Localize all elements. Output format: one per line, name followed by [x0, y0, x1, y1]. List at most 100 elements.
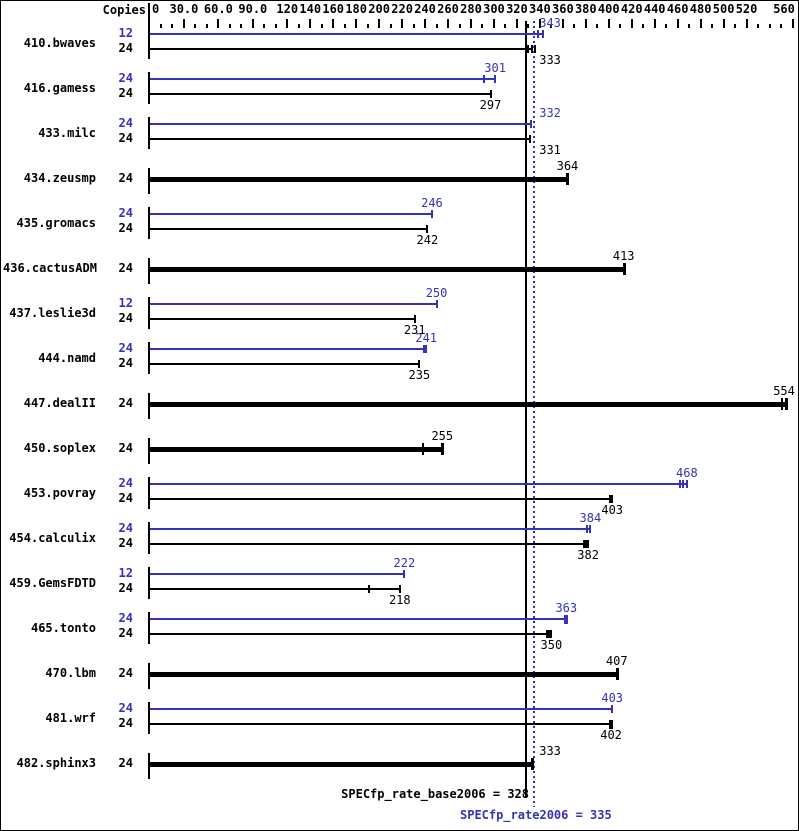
copies-value: 24 [118, 396, 133, 410]
value-label: 554 [773, 384, 795, 398]
benchmark-axis-segment [148, 702, 150, 734]
benchmark-label: 447.dealII [23, 396, 96, 410]
value-label: 364 [556, 159, 579, 173]
value-label: 402 [600, 728, 622, 742]
copies-value: 12 [118, 26, 133, 40]
result-bar [150, 48, 532, 50]
x-axis-tick-label: 360 [552, 2, 574, 16]
value-label: 468 [676, 466, 698, 480]
bar-end-tick [430, 210, 433, 218]
x-axis-major-tick [217, 19, 220, 28]
bar-end-tick [435, 300, 438, 308]
x-axis-minor-tick [504, 24, 507, 28]
bar-end-cap [615, 668, 619, 680]
spread-tick [682, 480, 685, 488]
copies-value: 24 [118, 491, 133, 505]
spread-tick [582, 540, 585, 548]
benchmark-label: 437.leslie3d [9, 306, 96, 320]
x-axis-minor-tick [366, 24, 369, 28]
x-axis-tick-label: 460 [666, 2, 689, 16]
x-axis-tick-label: 560 [773, 2, 795, 16]
copies-value: 24 [118, 611, 133, 625]
spread-tick [678, 480, 681, 488]
value-label: 218 [388, 593, 411, 607]
x-axis-major-tick [699, 19, 702, 28]
benchmark-axis-segment [148, 27, 150, 59]
x-axis-tick-label: 30.0 [169, 2, 199, 16]
x-axis-tick-label: 480 [689, 2, 712, 16]
spread-tick [536, 30, 539, 38]
benchmark-label: 444.namd [38, 351, 96, 365]
benchmark-axis-segment [148, 477, 150, 509]
bar-end-tick [425, 345, 428, 353]
bar-end-tick [587, 540, 590, 548]
x-axis-major-tick [515, 19, 518, 28]
value-label: 235 [408, 368, 431, 382]
bar-end-tick [403, 570, 406, 578]
copies-value: 24 [118, 171, 133, 185]
copies-value: 24 [118, 116, 133, 130]
bar-end-tick [529, 120, 532, 128]
result-bar [150, 123, 531, 125]
x-axis-minor-tick [194, 24, 197, 28]
result-bar [150, 267, 624, 272]
x-axis-minor-tick [263, 24, 266, 28]
bar-end-cap [784, 398, 788, 410]
x-axis-minor-tick [481, 24, 484, 28]
x-axis-major-tick [424, 19, 427, 28]
x-axis-tick-label: 60.0 [203, 2, 233, 16]
benchmark-axis-segment [148, 117, 150, 149]
x-axis-major-tick [676, 19, 679, 28]
result-bar [150, 573, 405, 575]
copies-value: 24 [118, 261, 133, 275]
x-axis-major-tick [251, 19, 254, 28]
result-bar [150, 528, 591, 530]
bar-end-tick [611, 705, 614, 713]
x-axis-major-tick [745, 19, 748, 28]
value-label: 363 [555, 601, 578, 615]
copies-value: 24 [118, 626, 133, 640]
x-axis-tick-label: 440 [643, 2, 666, 16]
result-bar [150, 723, 612, 725]
value-label: 403 [601, 691, 624, 705]
x-axis-minor-tick [297, 24, 300, 28]
spread-tick [421, 443, 424, 455]
x-axis-tick-label: 220 [391, 2, 413, 16]
benchmark-axis-segment [148, 72, 150, 104]
result-bar [150, 708, 613, 710]
spread-tick [527, 45, 530, 53]
result-bar [150, 228, 428, 230]
copies-value: 24 [118, 131, 133, 145]
x-axis-minor-tick [240, 24, 243, 28]
copies-value: 24 [118, 756, 133, 770]
result-bar [150, 672, 617, 677]
result-bar [150, 363, 420, 365]
benchmark-axis-segment [148, 393, 150, 419]
x-axis-zero-line [148, 3, 150, 29]
result-bar [150, 588, 400, 590]
value-label: 301 [484, 61, 506, 75]
value-label: 384 [579, 511, 602, 525]
bar-end-tick [685, 480, 688, 488]
value-label: 222 [393, 556, 416, 570]
bar-end-tick [426, 225, 429, 233]
bar-end-cap [441, 443, 445, 455]
x-axis-tick-label: 340 [529, 2, 551, 16]
bar-end-tick [550, 630, 553, 638]
result-bar [150, 762, 532, 767]
benchmark-label: 416.gamess [23, 81, 96, 95]
x-axis-tick-label: 120 [276, 2, 299, 16]
benchmark-axis-segment [148, 663, 150, 689]
x-axis-minor-tick [619, 24, 622, 28]
x-axis-tick-label: 520 [735, 2, 758, 16]
bar-end-cap [564, 615, 569, 624]
x-axis-major-tick [630, 19, 633, 28]
x-axis-minor-tick [780, 24, 783, 28]
benchmark-label: 454.calculix [9, 531, 96, 545]
x-axis-major-tick [286, 19, 289, 28]
x-axis-major-tick [182, 19, 185, 28]
x-axis-tick-label: 300 [483, 2, 505, 16]
x-axis-tick-label: 260 [437, 2, 459, 16]
benchmark-axis-segment [148, 258, 150, 284]
